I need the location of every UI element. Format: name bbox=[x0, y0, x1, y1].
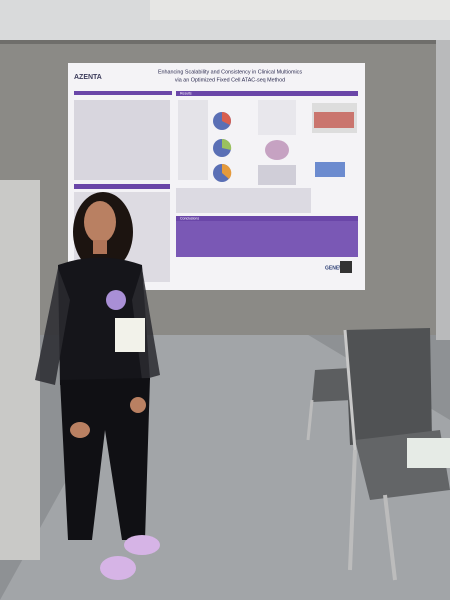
shoe bbox=[100, 556, 136, 580]
pie-slice bbox=[222, 163, 232, 179]
section-bar bbox=[74, 91, 172, 95]
figure bbox=[258, 100, 296, 135]
table-figure bbox=[258, 165, 296, 185]
text-block bbox=[74, 100, 170, 180]
side-panel bbox=[0, 180, 40, 560]
text-block bbox=[176, 188, 311, 213]
pie-slice bbox=[222, 112, 231, 125]
face bbox=[84, 201, 116, 243]
chair-seat bbox=[312, 368, 352, 402]
chair-leg bbox=[306, 399, 314, 441]
chair-leg bbox=[383, 494, 397, 581]
poster-logo: AZENTA bbox=[74, 74, 102, 81]
pants bbox=[60, 378, 150, 540]
hand bbox=[130, 397, 146, 413]
sponsor-logo: GENEWIZ bbox=[325, 265, 348, 271]
poster: AZENTA Enhancing Scalability and Consist… bbox=[68, 63, 365, 290]
ceiling-light bbox=[150, 0, 450, 20]
poster-title: Enhancing Scalability and Consistency in… bbox=[158, 69, 302, 75]
pie-slice bbox=[222, 138, 232, 150]
bar-figure bbox=[315, 162, 345, 177]
section-bar bbox=[176, 216, 358, 221]
section-bar bbox=[74, 184, 170, 189]
poster-title: via an Optimized Fixed Cell ATAC-seq Met… bbox=[175, 77, 285, 83]
hand bbox=[70, 422, 90, 438]
chair-back bbox=[345, 328, 432, 445]
chair-leg bbox=[348, 449, 357, 571]
section-bar bbox=[176, 91, 358, 96]
heatmap-cells bbox=[314, 112, 354, 128]
chair-frame bbox=[343, 329, 357, 451]
neck bbox=[93, 240, 107, 254]
section-heading: Conclusions bbox=[180, 216, 199, 220]
figure bbox=[178, 100, 208, 180]
side-panel bbox=[436, 40, 450, 340]
top bbox=[58, 257, 150, 385]
person bbox=[35, 192, 160, 580]
shoe bbox=[124, 535, 160, 555]
chairs bbox=[306, 328, 450, 581]
name-badge bbox=[115, 318, 145, 352]
section-heading: Results bbox=[180, 91, 192, 95]
sleeve bbox=[35, 268, 70, 385]
panel-edge bbox=[0, 40, 440, 44]
umap-figure bbox=[265, 140, 289, 160]
papers bbox=[407, 438, 450, 468]
conclusions-block bbox=[176, 221, 358, 257]
badge-pin bbox=[106, 290, 126, 310]
qr-code bbox=[340, 261, 352, 273]
